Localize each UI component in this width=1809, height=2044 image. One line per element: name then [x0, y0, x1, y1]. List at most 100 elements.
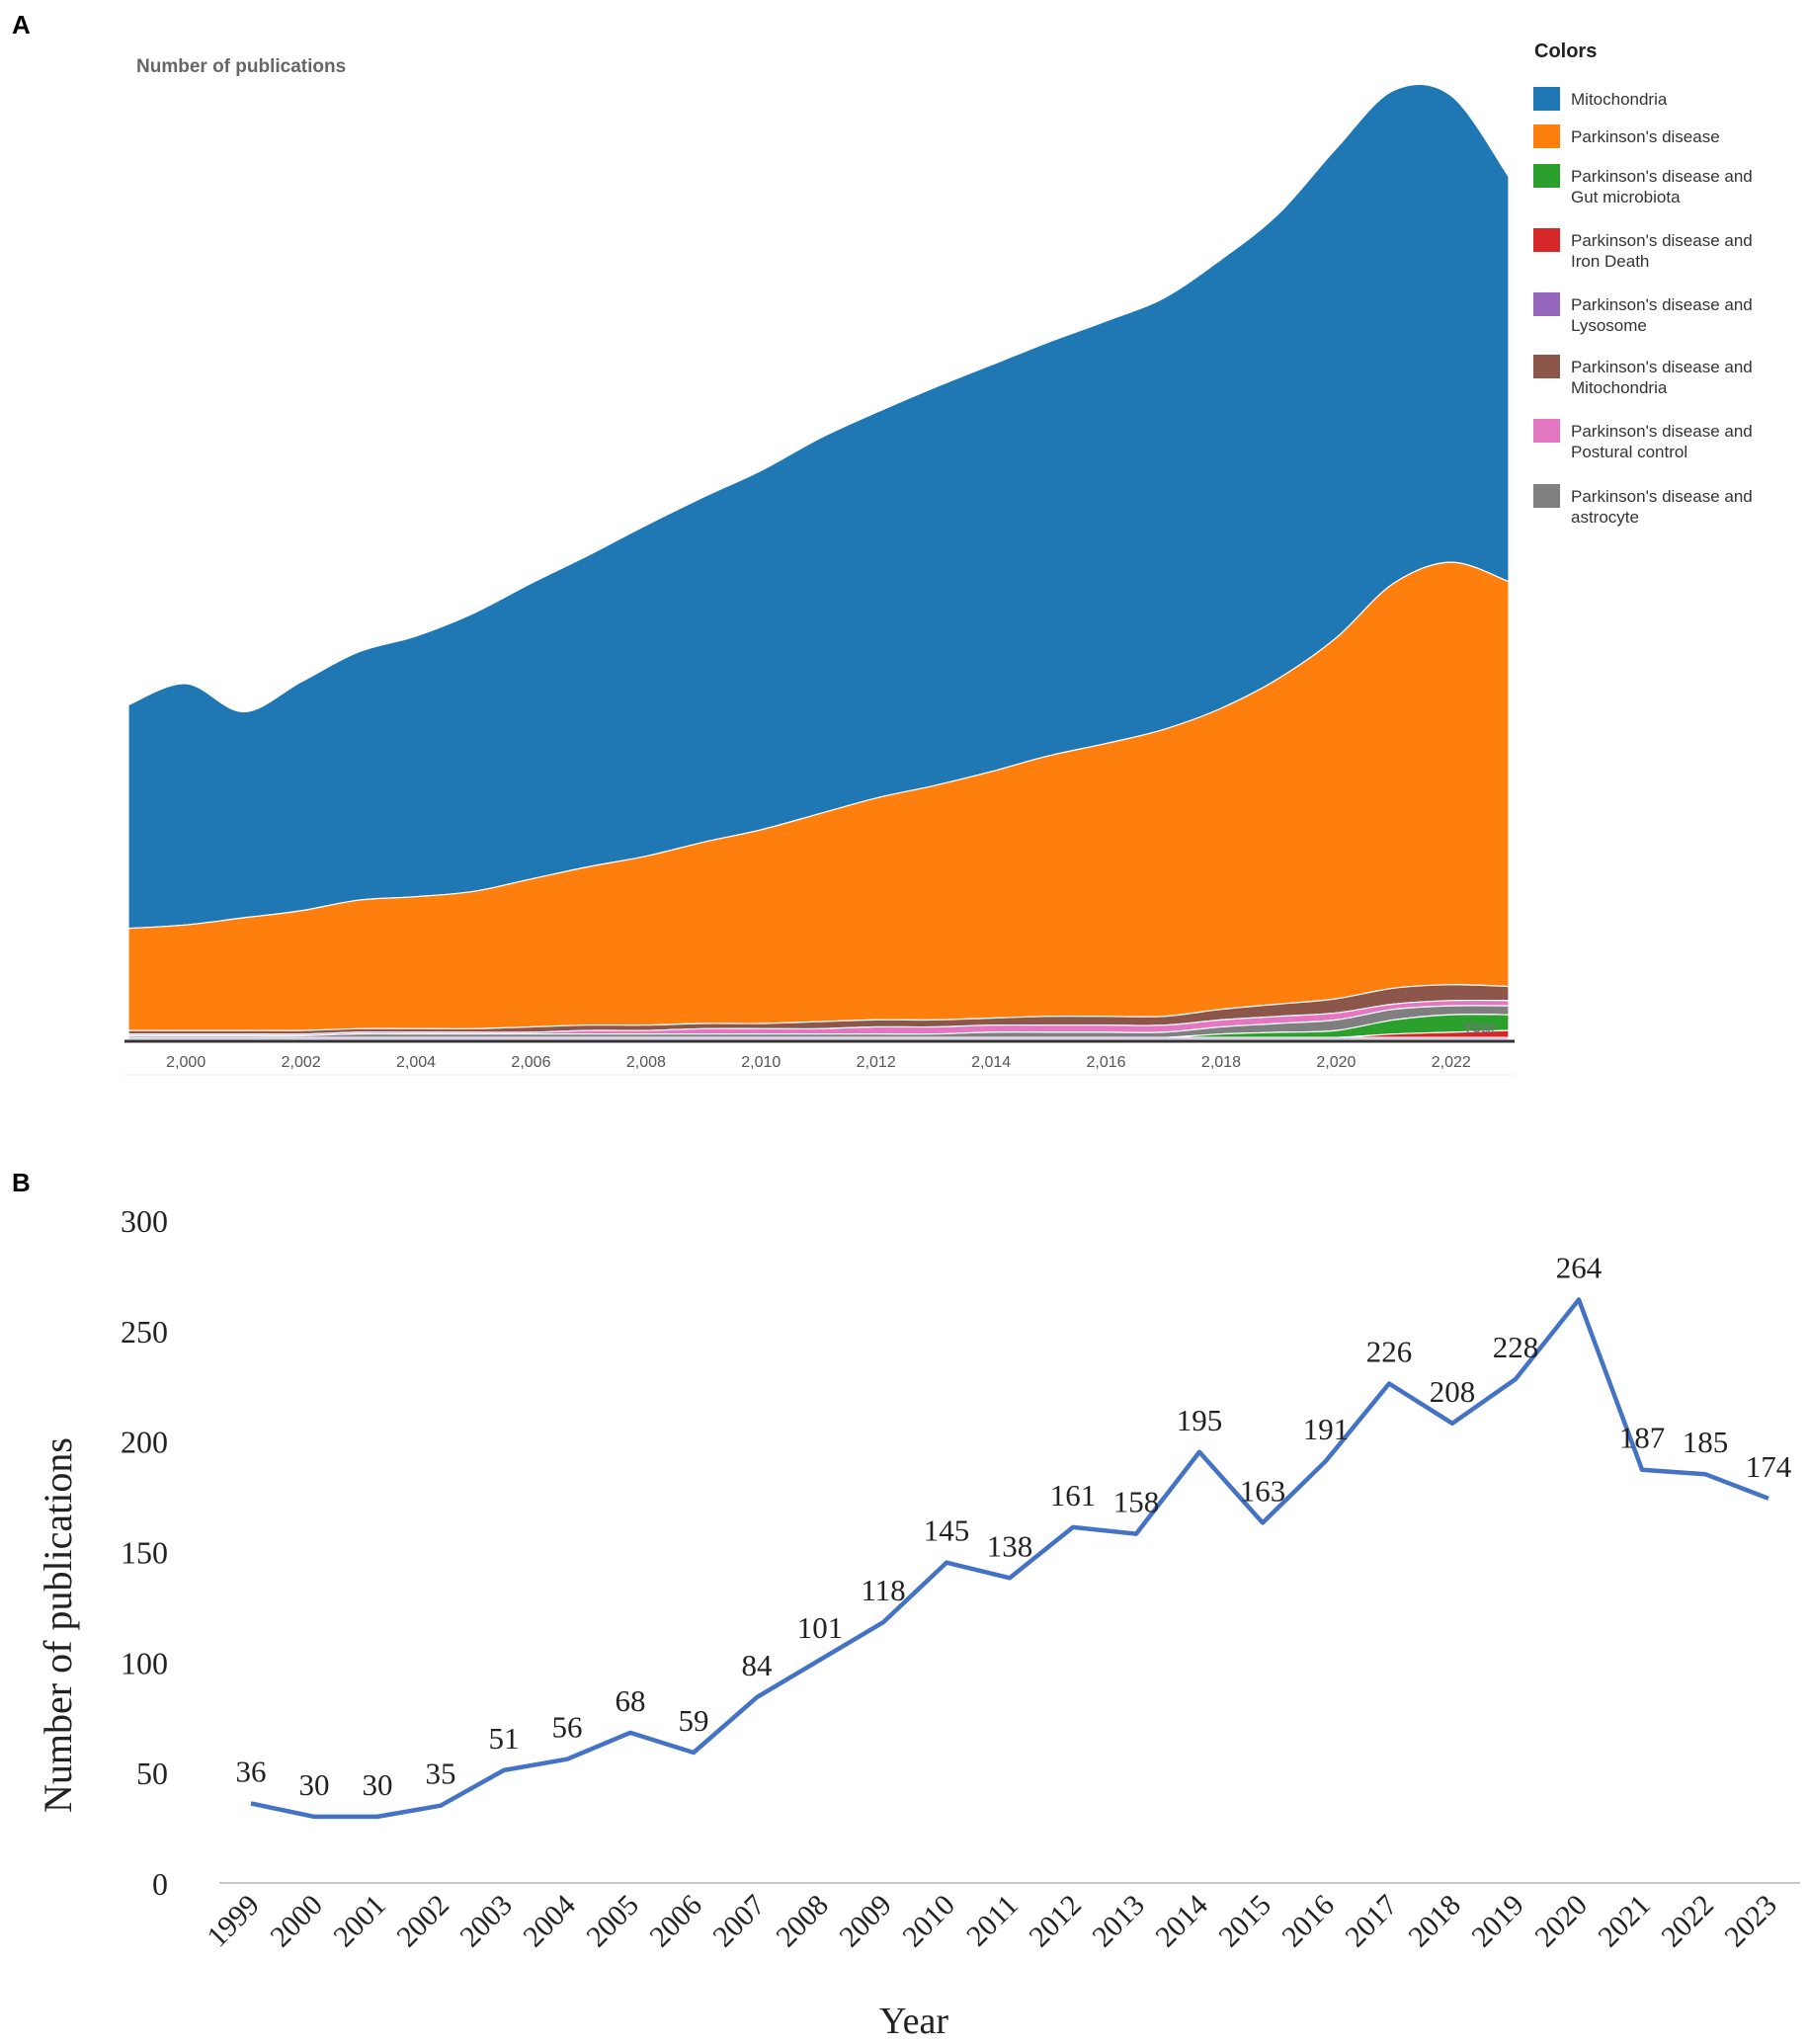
- data-label: 36: [236, 1754, 267, 1788]
- data-label: 138: [987, 1528, 1033, 1563]
- x-tick-label: 2,010: [741, 1054, 781, 1071]
- y-tick-label: 150: [121, 1535, 168, 1571]
- x-tick-group: 2,000 2,002 2,004 2,006 2,008 2,010 2,012 2,014…: [166, 1054, 1471, 1071]
- legend-label: Parkinson's disease and Lysosome: [1571, 295, 1753, 335]
- legend-label-line: Parkinson's disease and: [1571, 422, 1753, 441]
- legend-swatch-parkinson-s-disease-and-gut-microbiota[interactable]: [1533, 164, 1560, 188]
- y-axis-group: 0 50 100 150 200 250 300: [121, 1203, 168, 1902]
- x-tick-label: 2005: [580, 1889, 645, 1954]
- data-label: 68: [616, 1683, 646, 1718]
- x-tick-label: 2009: [833, 1889, 898, 1954]
- legend-swatch-parkinson-s-disease-and-astrocyte[interactable]: [1533, 484, 1560, 508]
- data-label: 145: [924, 1513, 970, 1548]
- data-label: 161: [1050, 1478, 1097, 1513]
- data-label-group: 36 30 30 35 51 56 68 59 84 101 118 145 138 161 158 195 1…: [236, 1251, 1792, 1802]
- publication-series-line: [250, 1297, 1769, 1820]
- data-label: 35: [426, 1757, 456, 1791]
- panel-a-label: A: [12, 10, 31, 40]
- legend-label: Mitochondria: [1571, 90, 1668, 109]
- x-tick-label: 2,002: [282, 1054, 321, 1071]
- legend-swatch-parkinson-s-disease-and-postural-control[interactable]: [1533, 419, 1560, 443]
- legend-label-line: Gut microbiota: [1571, 188, 1681, 206]
- legend-label: Parkinson's disease and astrocyte: [1571, 487, 1753, 527]
- x-tick-label: 2,022: [1432, 1054, 1471, 1071]
- x-tick-label: 2004: [517, 1889, 582, 1954]
- hidden-x-label: Year: [1462, 1018, 1497, 1036]
- legend-label-line: Parkinson's disease and: [1571, 167, 1753, 186]
- area-parkinson-s-disease-and-lysosome: [127, 1036, 1510, 1040]
- legend-swatch-mitochondria[interactable]: [1533, 87, 1560, 111]
- x-tick-group: 1999200020012002200320042005200620072008…: [201, 1889, 1783, 1954]
- legend-label-line: Parkinson's disease and: [1571, 231, 1753, 250]
- x-tick-label: 2,000: [166, 1054, 206, 1071]
- data-label: 30: [363, 1767, 393, 1802]
- x-tick-label: 2007: [706, 1889, 772, 1954]
- x-tick-label: 2013: [1086, 1889, 1151, 1954]
- legend-label: Parkinson's disease: [1571, 127, 1720, 146]
- x-tick-label: 2017: [1339, 1889, 1404, 1954]
- legend-label-line: Parkinson's disease and: [1571, 487, 1753, 506]
- legend-swatch-parkinson-s-disease-and-mitochondria[interactable]: [1533, 355, 1560, 378]
- x-tick-label: 2008: [770, 1889, 835, 1954]
- data-label: 185: [1683, 1425, 1729, 1459]
- x-tick-label: 2019: [1465, 1889, 1530, 1954]
- legend: Mitochondria Parkinson's disease Parkinson…: [1533, 87, 1753, 527]
- data-label: 51: [489, 1721, 520, 1756]
- chart-b-ylabel: Number of publications: [36, 1437, 80, 1813]
- x-tick-label: 1999: [201, 1889, 266, 1954]
- x-tick-label: 2001: [327, 1889, 392, 1954]
- data-label: 264: [1556, 1251, 1603, 1285]
- legend-swatch-parkinson-s-disease-and-lysosome[interactable]: [1533, 292, 1560, 316]
- x-tick-label: 2010: [896, 1889, 961, 1954]
- y-tick-label: 250: [121, 1314, 168, 1349]
- data-label: 101: [797, 1610, 844, 1645]
- y-tick-label: 0: [152, 1866, 168, 1902]
- data-label: 56: [552, 1710, 583, 1745]
- x-tick-label: 2,014: [971, 1054, 1011, 1071]
- legend-label-line: Postural control: [1571, 443, 1687, 461]
- x-tick-label: 2,004: [396, 1054, 436, 1071]
- legend-label: Parkinson's disease and Postural control: [1571, 422, 1753, 461]
- x-tick-label: 2012: [1023, 1889, 1088, 1954]
- legend-label-line: Lysosome: [1571, 316, 1647, 335]
- legend-label: Parkinson's disease and Mitochondria: [1571, 358, 1753, 397]
- area-series-group: [127, 83, 1510, 1040]
- data-label: 118: [861, 1573, 905, 1607]
- data-label: 158: [1113, 1485, 1160, 1519]
- streamgraph-chart: Number of publications 2,000 2,002 2,004 2,…: [124, 41, 1753, 1076]
- x-tick-label: 2,008: [626, 1054, 666, 1071]
- x-tick-label: 2020: [1528, 1889, 1594, 1954]
- legend-swatch-parkinson-s-disease[interactable]: [1533, 124, 1560, 148]
- y-tick-label: 200: [121, 1425, 168, 1460]
- legend-label-line: Parkinson's disease and: [1571, 295, 1753, 314]
- data-label: 163: [1240, 1473, 1286, 1508]
- legend-swatch-parkinson-s-disease-and-iron-death[interactable]: [1533, 228, 1560, 252]
- x-tick-label: 2,018: [1201, 1054, 1241, 1071]
- x-tick-label: 2011: [960, 1889, 1025, 1953]
- x-tick-label: 2,020: [1316, 1054, 1356, 1071]
- data-label: 30: [299, 1767, 330, 1802]
- line-chart: 0 50 100 150 200 250 300 36 30 30 35 51 56 68 59 84 101…: [36, 1203, 1800, 2042]
- x-tick-label: 2014: [1149, 1889, 1214, 1954]
- legend-label: Parkinson's disease and Iron Death: [1571, 231, 1753, 271]
- data-label: 195: [1177, 1403, 1223, 1437]
- x-tick-label: 2,006: [511, 1054, 550, 1071]
- x-tick-label: 2015: [1212, 1889, 1277, 1954]
- data-label: 84: [742, 1648, 774, 1682]
- x-tick-label: 2016: [1275, 1889, 1341, 1954]
- chart-b-xlabel: Year: [879, 2001, 948, 2042]
- y-tick-label: 100: [121, 1645, 168, 1680]
- y-tick-label: 50: [136, 1756, 168, 1791]
- data-label: 174: [1746, 1449, 1792, 1484]
- data-label: 59: [679, 1703, 709, 1738]
- x-tick-label: 2,016: [1087, 1054, 1126, 1071]
- x-tick-label: 2003: [453, 1889, 519, 1954]
- x-tick-label: 2022: [1655, 1889, 1720, 1954]
- data-label: 228: [1493, 1330, 1539, 1364]
- x-tick-label: 2002: [390, 1889, 455, 1954]
- data-label: 187: [1619, 1421, 1666, 1455]
- x-tick-label: 2018: [1402, 1889, 1467, 1954]
- data-label: 208: [1430, 1374, 1476, 1409]
- x-tick-label: 2000: [264, 1889, 329, 1954]
- legend-label-line: Iron Death: [1571, 252, 1649, 271]
